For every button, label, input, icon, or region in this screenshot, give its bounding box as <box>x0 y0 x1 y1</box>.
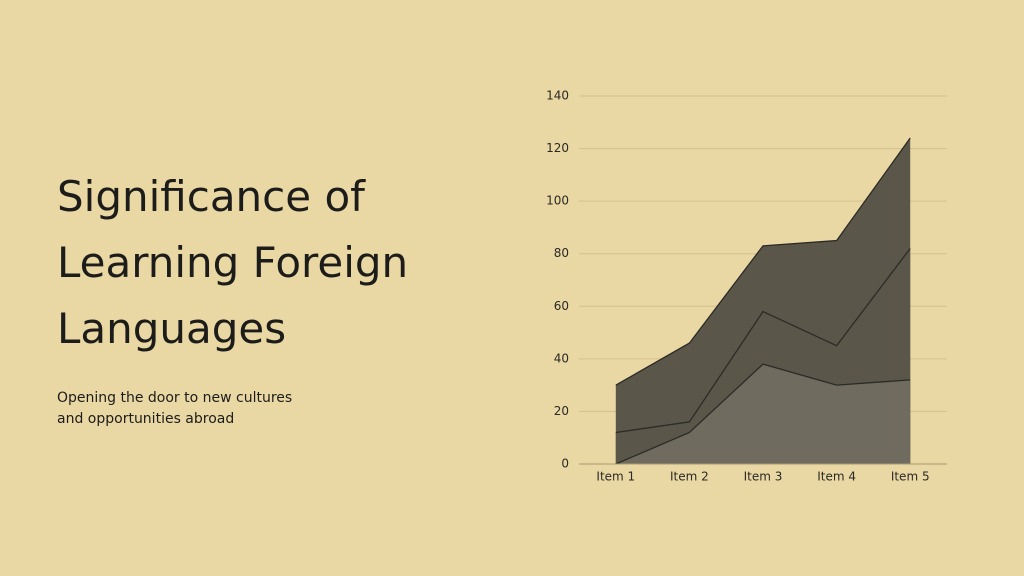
x-tick-label: Item 4 <box>817 470 856 484</box>
x-tick-label: Item 2 <box>670 470 709 484</box>
y-tick-label: 60 <box>554 299 569 313</box>
text-line: Opening the door to new cultures <box>57 390 293 406</box>
text-line: Languages <box>57 304 287 353</box>
text-line: and opportunities abroad <box>57 411 235 427</box>
subtitle: Opening the door to new cultures and oppo… <box>57 388 292 430</box>
y-tick-label: 40 <box>554 351 569 365</box>
area-line <box>615 248 911 434</box>
area <box>615 364 911 464</box>
x-tick-label: Item 1 <box>596 470 635 484</box>
y-tick-label: 20 <box>554 404 569 418</box>
y-tick-label: 80 <box>554 246 569 260</box>
y-tick-label: 100 <box>546 194 569 208</box>
y-tick-label: 140 <box>546 89 569 103</box>
area-line <box>615 363 911 465</box>
title: Significance of Learning Foreign Languages <box>57 164 408 362</box>
x-tick-label: Item 3 <box>744 470 783 484</box>
y-tick-label: 120 <box>546 141 569 155</box>
y-tick-label: 0 <box>561 457 569 471</box>
x-tick-label: Item 5 <box>891 470 930 484</box>
text-line: Significance of <box>57 172 365 221</box>
text-line: Learning Foreign <box>57 238 409 287</box>
area-line <box>615 137 911 386</box>
